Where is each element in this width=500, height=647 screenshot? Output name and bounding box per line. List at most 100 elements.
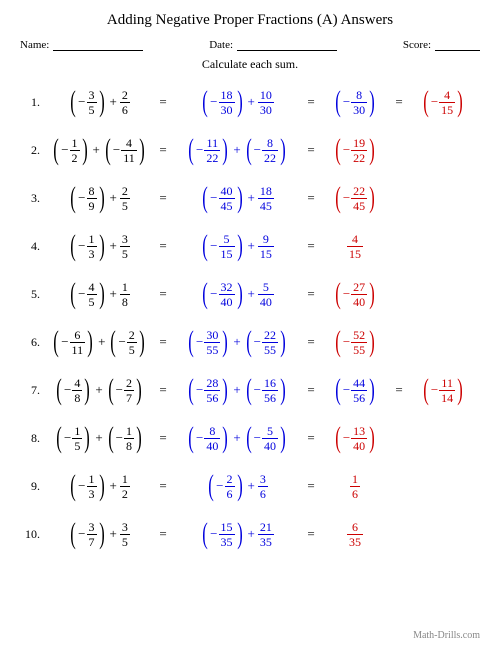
col-simplified: (−1114) [408,377,478,404]
col-original: (−13)+35 [44,233,154,260]
col-original: (−89)+25 [44,185,154,212]
problem-row: 2.(−12)+(−411)=(−1122)+(−822)=(−1922) [20,130,480,170]
fraction: (−25) [108,329,146,356]
problems-list: 1.(−35)+26=(−1830)+1030=(−830)=(−415)2.(… [20,82,480,554]
col-original: (−12)+(−411) [44,137,154,164]
problem-row: 3.(−89)+25=(−4045)+1845=(−2245) [20,178,480,218]
problem-row: 10.(−37)+35=(−1535)+2135=635 [20,514,480,554]
col-original: (−37)+35 [44,521,154,548]
fraction: (−35) [68,89,106,116]
fraction: (−89) [68,185,106,212]
footer: Math-Drills.com [413,630,480,641]
col-commondenom: (−1535)+2135 [172,521,302,548]
problem-row: 7.(−48)+(−27)=(−2856)+(−1656)=(−4456)=(−… [20,370,480,410]
col-original: (−13)+12 [44,473,154,500]
col-result: (−830) [320,89,390,116]
fraction: (−37) [68,521,106,548]
col-commondenom: (−4045)+1845 [172,185,302,212]
col-result: (−2245) [320,185,390,212]
col-original: (−15)+(−18) [44,425,154,452]
fraction: (−15) [54,425,92,452]
problem-row: 8.(−15)+(−18)=(−840)+(−540)=(−1340) [20,418,480,458]
problem-number: 1. [20,95,44,110]
fraction: (−12) [51,137,89,164]
problem-row: 9.(−13)+12=(−26)+36=16 [20,466,480,506]
col-result: 635 [320,521,390,548]
fraction: 1030 [258,89,274,116]
fraction: (−3055) [186,329,230,356]
equals: = [302,526,320,542]
problem-row: 4.(−13)+35=(−515)+915=415 [20,226,480,266]
equals: = [302,478,320,494]
col-commondenom: (−1830)+1030 [172,89,302,116]
page-title: Adding Negative Proper Fractions (A) Ans… [20,12,480,29]
equals: = [390,382,408,398]
col-result: 16 [320,473,390,500]
equals: = [302,430,320,446]
fraction: (−1122) [186,137,230,164]
fraction: (−411) [103,137,147,164]
problem-number: 8. [20,431,44,446]
col-original: (−48)+(−27) [44,377,154,404]
fraction: (−611) [51,329,95,356]
problem-number: 6. [20,335,44,350]
score-line [435,40,480,51]
col-result: (−5255) [320,329,390,356]
col-commondenom: (−1122)+(−822) [172,137,302,164]
fraction: 26 [120,89,130,116]
fraction: (−45) [68,281,106,308]
problem-row: 5.(−45)+18=(−3240)+540=(−2740) [20,274,480,314]
equals: = [154,382,172,398]
date-label: Date: [209,39,233,51]
problem-row: 1.(−35)+26=(−1830)+1030=(−830)=(−415) [20,82,480,122]
fraction: 25 [120,185,130,212]
instruction: Calculate each sum. [20,57,480,72]
fraction: (−2245) [333,185,377,212]
equals: = [154,286,172,302]
fraction: 540 [258,281,274,308]
fraction: (−1922) [333,137,377,164]
problem-number: 2. [20,143,44,158]
col-commondenom: (−3055)+(−2255) [172,329,302,356]
name-label: Name: [20,39,49,51]
fraction: (−1656) [244,377,288,404]
fraction: (−2255) [244,329,288,356]
date-line [237,40,337,51]
fraction: (−840) [186,425,230,452]
equals: = [302,334,320,350]
equals: = [154,94,172,110]
col-commondenom: (−840)+(−540) [172,425,302,452]
fraction: (−2740) [333,281,377,308]
fraction: 1845 [258,185,274,212]
fraction: 915 [258,233,274,260]
problem-row: 6.(−611)+(−25)=(−3055)+(−2255)=(−5255) [20,322,480,362]
fraction: (−27) [106,377,144,404]
col-commondenom: (−3240)+540 [172,281,302,308]
fraction: (−26) [206,473,244,500]
col-simplified: (−415) [408,89,478,116]
name-line [53,40,143,51]
equals: = [154,190,172,206]
col-result: (−4456) [320,377,390,404]
fraction: (−415) [421,89,465,116]
problem-number: 7. [20,383,44,398]
problem-number: 3. [20,191,44,206]
equals: = [154,334,172,350]
equals: = [302,94,320,110]
fraction: (−4456) [333,377,377,404]
col-result: 415 [320,233,390,260]
fraction: 18 [120,281,130,308]
equals: = [302,142,320,158]
col-result: (−2740) [320,281,390,308]
equals: = [154,526,172,542]
equals: = [154,238,172,254]
fraction: (−4045) [200,185,244,212]
fraction: (−830) [333,89,377,116]
problem-number: 10. [20,527,44,542]
equals: = [302,238,320,254]
col-original: (−35)+26 [44,89,154,116]
fraction: 2135 [258,521,274,548]
col-commondenom: (−2856)+(−1656) [172,377,302,404]
fraction: 635 [347,521,363,548]
fraction: (−48) [54,377,92,404]
